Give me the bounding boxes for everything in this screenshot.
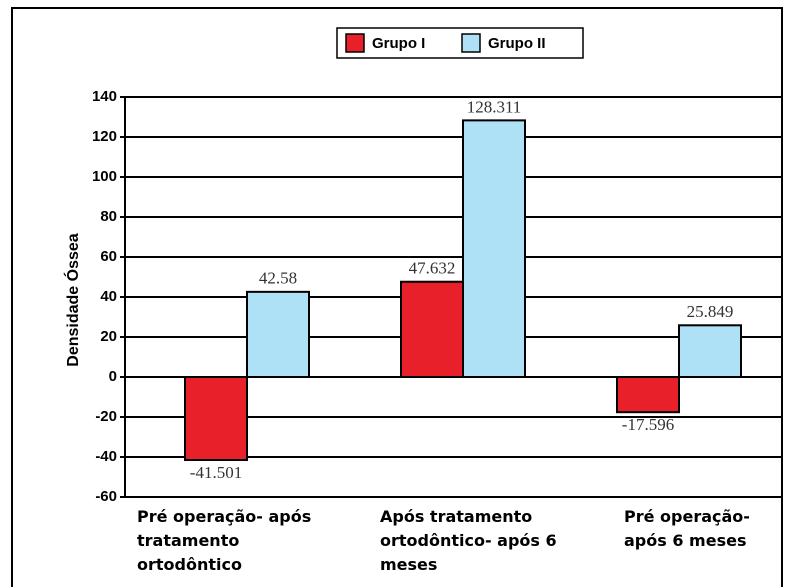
y-tick-label: 140 bbox=[92, 88, 117, 105]
legend-box bbox=[336, 27, 584, 59]
legend-label: Grupo II bbox=[488, 35, 546, 52]
y-tick-label: -20 bbox=[95, 408, 117, 425]
bar bbox=[400, 280, 464, 378]
bar bbox=[246, 290, 310, 378]
x-tick-label: Pré operação- após tratamento ortodôntic… bbox=[137, 507, 312, 574]
value-label: -17.596 bbox=[622, 415, 674, 434]
y-tick-label: -60 bbox=[95, 488, 117, 505]
y-tick-label: 60 bbox=[100, 248, 117, 265]
bar bbox=[462, 119, 526, 379]
value-label: -41.501 bbox=[190, 463, 242, 482]
x-tick-label: Pré operação- após 6 meses bbox=[624, 507, 750, 550]
value-label: 42.58 bbox=[259, 269, 297, 288]
x-tick-label-box: Pré operação- após tratamento ortodôntic… bbox=[137, 507, 312, 574]
legend: Grupo I Grupo II bbox=[336, 27, 584, 59]
bar bbox=[678, 324, 742, 378]
x-tick-label-box: Pré operação- após 6 meses bbox=[624, 507, 750, 550]
y-axis-title: Densidade Óssea bbox=[63, 233, 82, 367]
y-tick-label: 0 bbox=[109, 368, 117, 385]
legend-swatch bbox=[461, 33, 481, 53]
x-tick-label-box: Após tratamento ortodôntico- após 6 mese… bbox=[380, 507, 557, 574]
value-label: 128.311 bbox=[467, 97, 522, 116]
bar bbox=[616, 376, 680, 414]
legend-swatch bbox=[345, 33, 365, 53]
value-label: 25.849 bbox=[687, 302, 734, 321]
value-label: 47.632 bbox=[409, 259, 456, 278]
y-tick-label: 80 bbox=[100, 208, 117, 225]
y-tick-label: 100 bbox=[92, 168, 117, 185]
bar bbox=[184, 376, 248, 462]
y-tick-label: -40 bbox=[95, 448, 117, 465]
y-tick-label: 40 bbox=[100, 288, 117, 305]
y-tick-label: 120 bbox=[92, 128, 117, 145]
legend-label: Grupo I bbox=[372, 35, 425, 52]
x-tick-label: Após tratamento ortodôntico- após 6 mese… bbox=[380, 507, 557, 574]
y-tick-label: 20 bbox=[100, 328, 117, 345]
